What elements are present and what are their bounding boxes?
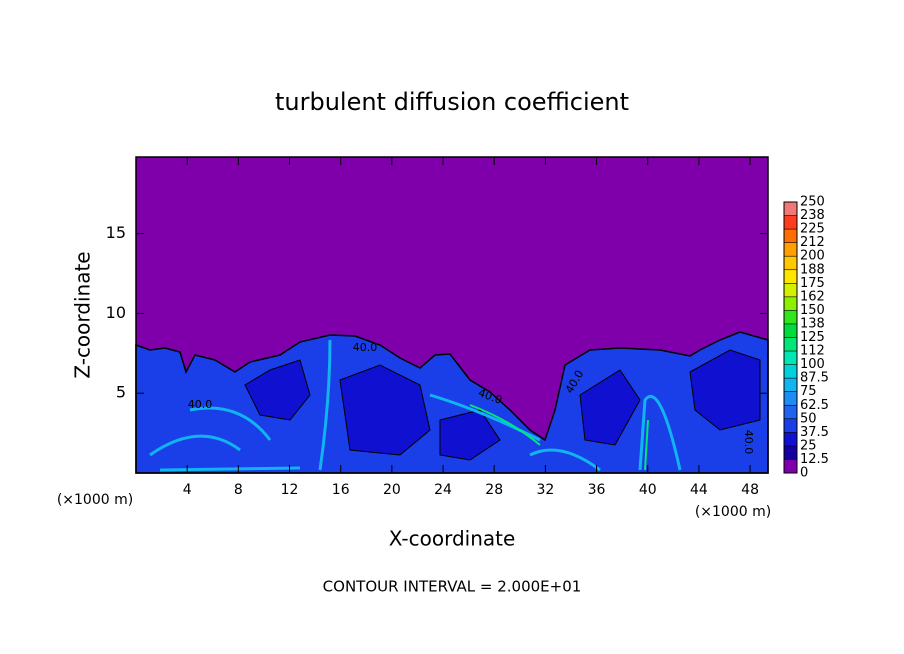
x-tick-label: 40	[639, 482, 657, 498]
colorbar-band	[784, 215, 797, 230]
y-axis-label: Z-coordinate	[71, 251, 95, 378]
colorbar-band	[784, 296, 797, 311]
colorbar-band	[784, 432, 797, 446]
colorbar-band	[784, 378, 797, 392]
colorbar-band	[784, 323, 797, 338]
contour-label: 40.0	[188, 398, 213, 411]
colorbar-band	[784, 459, 797, 473]
colorbar-tick-label: 0	[800, 466, 808, 481]
y-tick-label: 15	[106, 223, 126, 242]
x-tick-label: 44	[690, 482, 708, 498]
colorbar-tick-label: 50	[800, 411, 817, 426]
colorbar-tick-label: 37.5	[800, 425, 829, 440]
colorbar-tick-label: 238	[800, 208, 825, 223]
colorbar-tick-label: 150	[800, 303, 825, 318]
colorbar-band	[784, 202, 797, 216]
colorbar-tick-label: 188	[800, 262, 825, 277]
footnote: CONTOUR INTERVAL = 2.000E+01	[323, 578, 582, 596]
hot-streak	[469, 404, 649, 471]
colorbar-tick-label: 225	[800, 222, 825, 237]
contour-label: 40.0	[353, 341, 378, 354]
x-tick-label: 32	[536, 482, 554, 498]
colorbar-band	[784, 418, 797, 433]
colorbar-tick-label: 200	[800, 249, 825, 264]
contour-label: 40.0	[742, 430, 755, 455]
x-tick-label: 28	[485, 482, 503, 498]
colorbar-tick-label: 250	[800, 195, 825, 210]
colorbar-band	[784, 283, 797, 297]
y-tick-label: 5	[116, 383, 126, 402]
colorbar-tick-label: 62.5	[800, 398, 829, 413]
colorbar-tick-label: 75	[800, 384, 817, 399]
x-tick-label: 20	[383, 482, 401, 498]
colorbar-band	[784, 229, 797, 243]
colorbar-band	[784, 391, 797, 406]
x-unit-left: (×1000 m)	[57, 492, 133, 508]
colorbar-tick-label: 100	[800, 357, 825, 372]
x-unit-right: (×1000 m)	[695, 504, 771, 520]
colorbar-tick-label: 12.5	[800, 452, 829, 467]
colorbar-band	[784, 269, 797, 284]
colorbar-band	[784, 337, 797, 352]
colorbar-tick-label: 112	[800, 344, 825, 359]
x-tick-label: 36	[588, 482, 606, 498]
y-tick-label: 10	[106, 303, 126, 322]
inner-region	[244, 349, 761, 461]
plot-frame	[135, 156, 769, 474]
colorbar-tick-label: 212	[800, 235, 825, 250]
colorbar-tick-label: 162	[800, 289, 825, 304]
colorbar-band	[784, 351, 797, 365]
colorbar-band	[784, 242, 797, 257]
colorbar-tick-label: 25	[800, 438, 817, 453]
x-tick-label: 12	[281, 482, 299, 498]
x-tick-label: 24	[434, 482, 452, 498]
colorbar-band	[784, 364, 797, 379]
x-tick-label: 16	[332, 482, 350, 498]
colorbar-band	[784, 310, 797, 324]
colorbar-tick-label: 175	[800, 276, 825, 291]
chart-title: turbulent diffusion coefficient	[275, 88, 629, 116]
colorbar-band	[784, 405, 797, 419]
colorbar-band	[784, 256, 797, 270]
colorbar-band	[784, 445, 797, 460]
colorbar-tick-label: 138	[800, 316, 825, 331]
colorbar-tick-label: 125	[800, 330, 825, 345]
x-tick-label: 48	[741, 482, 759, 498]
colorbar-tick-label: 87.5	[800, 371, 829, 386]
x-tick-label: 8	[234, 482, 243, 498]
x-tick-label: 4	[183, 482, 192, 498]
contour-field: 40.040.0 40.040.040.0	[135, 156, 769, 474]
x-axis-label: X-coordinate	[389, 527, 516, 551]
light-streaks	[149, 339, 682, 472]
